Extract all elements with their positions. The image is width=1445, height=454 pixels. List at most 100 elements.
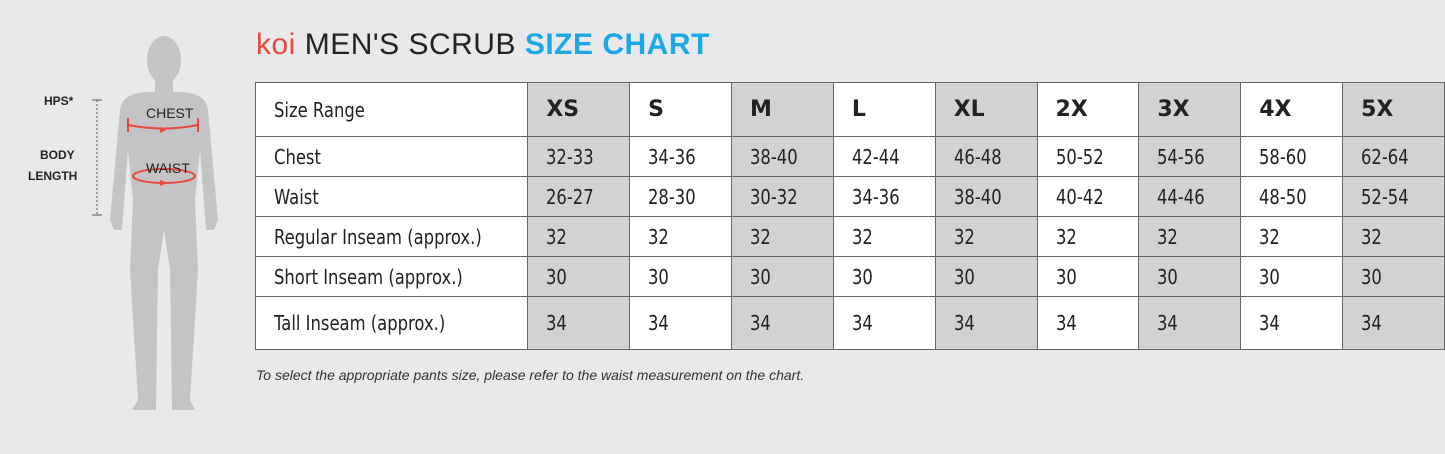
cell-value: 32	[1157, 224, 1179, 249]
cell-value: 32	[1055, 224, 1077, 249]
table-cell: 32	[934, 216, 1038, 257]
row-label-cell: Short Inseam (approx.)	[254, 256, 529, 297]
cell-value: 4X	[1259, 97, 1292, 122]
table-cell: XS	[527, 82, 631, 137]
table-cell: 44-46	[1138, 176, 1242, 217]
cell-value: 32-33	[546, 144, 594, 169]
table-cell: 34	[731, 296, 834, 350]
cell-value: 30	[546, 264, 568, 289]
table-cell: 32	[1036, 216, 1140, 257]
table-row: Short Inseam (approx.) 30 30 30 30 30 30 30 30 30	[254, 256, 1445, 297]
cell-value: XL	[953, 97, 985, 122]
body-length-label-line1: BODY	[40, 148, 75, 162]
page-title: koi MEN'S SCRUB SIZE CHART	[256, 28, 710, 62]
body-length-label-line2: LENGTH	[28, 169, 78, 183]
row-label: Chest	[274, 144, 321, 169]
row-label-cell: Chest	[254, 136, 529, 177]
row-label-cell: Size Range	[254, 82, 529, 137]
cell-value: 32	[546, 224, 568, 249]
hps-label: HPS*	[44, 94, 74, 108]
title-main: MEN'S SCRUB	[304, 28, 516, 61]
table-cell: 32	[832, 216, 936, 257]
cell-value: 30	[1259, 264, 1281, 289]
cell-value: 30	[1157, 264, 1179, 289]
table-cell: 54-56	[1138, 136, 1242, 177]
table-cell: 30	[629, 256, 732, 297]
row-label: Waist	[274, 184, 319, 209]
cell-value: XS	[546, 97, 580, 122]
cell-value: 30	[1055, 264, 1077, 289]
cell-value: 34	[1157, 311, 1179, 335]
table-cell: 2X	[1036, 82, 1140, 137]
table-header-row: Size Range XS S M L XL 2X 3X 4X 5X	[254, 82, 1445, 137]
cell-value: 34	[648, 311, 670, 335]
table-cell: 32-33	[527, 136, 631, 177]
table-cell: 30	[934, 256, 1038, 297]
chest-label: CHEST	[146, 105, 194, 121]
cell-value: 30	[851, 264, 873, 289]
table-cell: 38-40	[934, 176, 1038, 217]
cell-value: S	[648, 97, 665, 122]
table-cell: 30-32	[731, 176, 834, 217]
table-cell: 32	[1240, 216, 1344, 257]
table-cell: 34	[629, 296, 732, 350]
cell-value: 32	[1259, 224, 1281, 249]
table-cell: 38-40	[731, 136, 834, 177]
table-cell: 34	[832, 296, 936, 350]
brand-logo-text: koi	[256, 28, 296, 61]
table-cell: S	[629, 82, 732, 137]
table-cell: 32	[1342, 216, 1445, 257]
table-cell: 30	[1138, 256, 1242, 297]
cell-value: 38-40	[750, 144, 798, 169]
row-label-cell: Tall Inseam (approx.)	[254, 296, 529, 350]
cell-value: 34	[1259, 311, 1281, 335]
table-cell: L	[832, 82, 936, 137]
table-cell: 62-64	[1342, 136, 1445, 177]
cell-value: 34	[1361, 311, 1382, 335]
table-cell: 30	[1240, 256, 1344, 297]
table-cell: M	[731, 82, 834, 137]
table-row: Chest 32-33 34-36 38-40 42-44 46-48 50-52 54-56…	[254, 136, 1445, 177]
table-cell: 34-36	[832, 176, 936, 217]
cell-value: 32	[648, 224, 670, 249]
cell-value: 32	[1361, 224, 1382, 249]
row-label: Regular Inseam (approx.)	[274, 224, 482, 249]
body-silhouette-icon	[92, 36, 218, 410]
cell-value: 34	[1055, 311, 1077, 335]
table-cell: 42-44	[832, 136, 936, 177]
cell-value: 30-32	[750, 184, 798, 209]
cell-value: 40-42	[1055, 184, 1104, 209]
table-cell: 46-48	[934, 136, 1038, 177]
body-measurement-figure: HPS* BODY LENGTH CHEST WAIST	[0, 0, 250, 450]
cell-value: 44-46	[1157, 184, 1206, 209]
cell-value: 30	[648, 264, 670, 289]
cell-value: 34-36	[648, 144, 696, 169]
table-cell: 30	[527, 256, 631, 297]
cell-value: 46-48	[953, 144, 1002, 169]
table-cell: XL	[934, 82, 1038, 137]
table-cell: 4X	[1240, 82, 1344, 137]
table-row: Tall Inseam (approx.) 34 34 34 34 34 34 34 34 34	[254, 296, 1445, 350]
row-label-cell: Waist	[254, 176, 529, 217]
cell-value: 32	[953, 224, 975, 249]
table-cell: 32	[1138, 216, 1242, 257]
table-cell: 30	[1036, 256, 1140, 297]
row-label-cell: Regular Inseam (approx.)	[254, 216, 529, 257]
cell-value: 34	[546, 311, 568, 335]
title-accent: SIZE CHART	[524, 28, 710, 61]
table-cell: 32	[731, 216, 834, 257]
row-label: Size Range	[274, 97, 365, 122]
cell-value: 50-52	[1055, 144, 1104, 169]
cell-value: 3X	[1157, 97, 1190, 122]
table-cell: 30	[731, 256, 834, 297]
table-cell: 48-50	[1240, 176, 1344, 217]
cell-value: 30	[750, 264, 771, 289]
footnote: To select the appropriate pants size, pl…	[256, 367, 805, 383]
cell-value: 32	[750, 224, 771, 249]
table-cell: 28-30	[629, 176, 732, 217]
cell-value: 54-56	[1157, 144, 1206, 169]
cell-value: 52-54	[1361, 184, 1409, 209]
table-cell: 34	[1036, 296, 1140, 350]
cell-value: 5X	[1361, 97, 1394, 122]
cell-value: 30	[953, 264, 975, 289]
